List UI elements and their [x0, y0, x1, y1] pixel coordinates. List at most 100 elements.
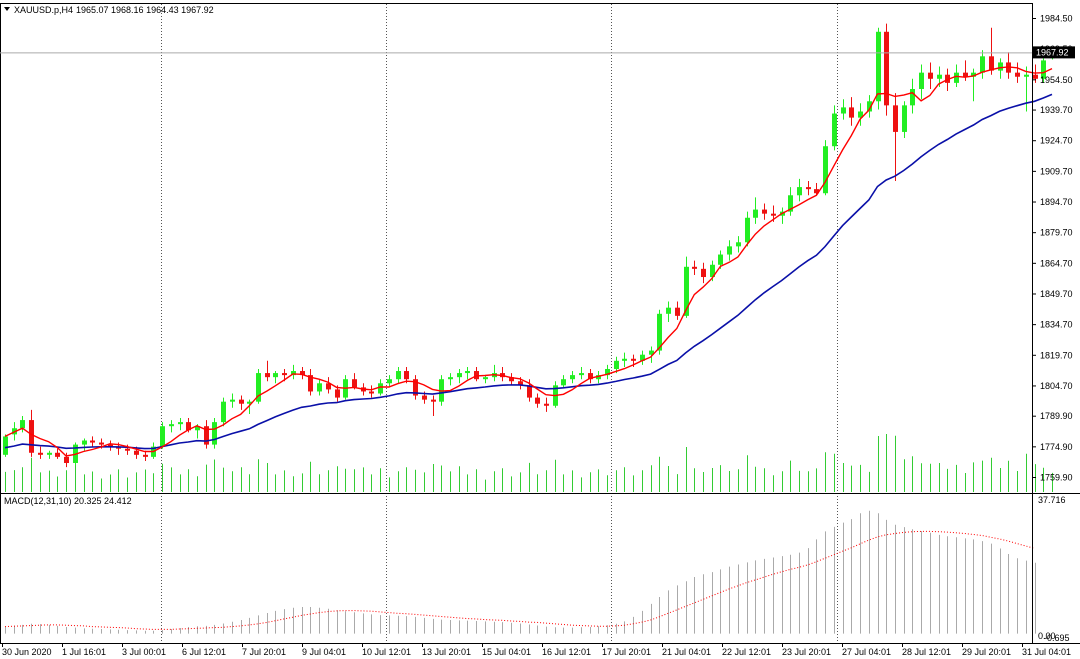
bullish-candle	[867, 101, 872, 112]
bullish-candle	[980, 56, 985, 73]
time-tick-label: 7 Jul 20:01	[242, 647, 286, 657]
price-tick-label: 1879.70	[1040, 228, 1073, 238]
bullish-candle	[823, 146, 828, 194]
time-tick-label: 31 Jul 04:01	[1022, 647, 1071, 657]
bullish-candle	[832, 113, 837, 147]
time-tick-label: 23 Jul 20:01	[782, 647, 831, 657]
bearish-candle	[474, 371, 479, 380]
price-tick-label: 1759.90	[1040, 473, 1073, 483]
bullish-candle	[160, 426, 165, 447]
time-tick-label: 16 Jul 12:01	[542, 647, 591, 657]
bearish-candle	[239, 399, 244, 404]
bearish-candle	[518, 381, 523, 386]
bearish-candle	[422, 395, 427, 400]
bullish-candle	[273, 373, 278, 378]
bearish-candle	[701, 268, 706, 278]
bullish-candle	[570, 375, 575, 380]
price-tick-label: 1924.70	[1040, 136, 1073, 146]
bullish-candle	[561, 379, 566, 386]
price-tick-label: 1789.90	[1040, 411, 1073, 421]
bullish-candle	[483, 377, 488, 380]
bearish-candle	[99, 442, 104, 445]
price-tick-label: 1894.70	[1040, 197, 1073, 207]
price-tick-label: 1834.70	[1040, 320, 1073, 330]
bearish-candle	[143, 454, 148, 457]
price-tick-label: 1864.70	[1040, 258, 1073, 268]
time-tick-label: 28 Jul 12:01	[902, 647, 951, 657]
bearish-candle	[335, 389, 340, 398]
bearish-candle	[893, 105, 898, 132]
bearish-candle	[125, 448, 130, 451]
bearish-candle	[588, 373, 593, 380]
bullish-candle	[457, 373, 462, 378]
bullish-candle	[841, 107, 846, 114]
bearish-candle	[675, 307, 680, 316]
bearish-candle	[771, 213, 776, 216]
bullish-candle	[256, 373, 261, 402]
bullish-candle	[640, 354, 645, 361]
bullish-candle	[20, 420, 25, 429]
bearish-candle	[282, 373, 287, 376]
time-tick-label: 13 Jul 20:01	[422, 647, 471, 657]
bullish-candle	[291, 371, 296, 376]
bearish-candle	[814, 189, 819, 194]
macd-axis-bottom: -0.695	[1044, 633, 1070, 643]
bearish-candle	[404, 371, 409, 380]
time-tick-label: 29 Jul 20:01	[962, 647, 1011, 657]
time-tick-label: 17 Jul 20:01	[602, 647, 651, 657]
bullish-candle	[937, 74, 942, 79]
macd-label: MACD(12,31,10) 20.325 24.412	[4, 496, 132, 506]
bullish-candle	[448, 377, 453, 380]
bearish-candle	[64, 456, 69, 463]
bearish-candle	[55, 452, 60, 457]
bearish-candle	[369, 391, 374, 394]
current-price-marker: 1967.92	[1033, 46, 1075, 59]
current-price-label: 1967.92	[1036, 47, 1069, 57]
bearish-candle	[300, 371, 305, 376]
fast-moving-average-line	[4, 66, 1053, 457]
price-tick-label: 1954.50	[1040, 75, 1073, 85]
bullish-candle	[657, 313, 662, 351]
bullish-candle	[614, 360, 619, 369]
bearish-candle	[1033, 74, 1038, 79]
bullish-candle	[3, 436, 8, 455]
slow-moving-average-line	[4, 93, 1053, 450]
bullish-candle	[178, 422, 183, 425]
time-axis: 30 Jun 2020 1 Jul 16:01 3 Jul 00:01 6 Jul 1…	[2, 643, 1071, 657]
macd-histogram	[4, 510, 1036, 634]
bullish-candle	[221, 401, 226, 423]
bearish-candle	[884, 31, 889, 106]
bearish-candle	[90, 440, 95, 443]
bearish-candle	[535, 397, 540, 404]
price-tick-label: 1909.70	[1040, 166, 1073, 176]
time-tick-label: 9 Jul 04:01	[302, 647, 346, 657]
dropdown-triangle-icon[interactable]	[4, 7, 10, 11]
bullish-candle	[727, 246, 732, 255]
price-tick-label: 1939.70	[1040, 105, 1073, 115]
bearish-candle	[762, 209, 767, 214]
bearish-candle	[38, 452, 43, 455]
bullish-candle	[387, 379, 392, 384]
bullish-candle	[47, 452, 52, 455]
bullish-candle	[317, 383, 322, 392]
bearish-candle	[509, 377, 514, 382]
bearish-candle	[134, 450, 139, 455]
bearish-candle	[527, 385, 532, 398]
bearish-candle	[204, 426, 209, 445]
macd-axis-top: 37.716	[1038, 495, 1066, 505]
bullish-candle	[605, 368, 610, 376]
bullish-candle	[998, 62, 1003, 71]
ohlc-label: 1965.07 1968.16 1964.43 1967.92	[76, 5, 214, 15]
bullish-candle	[718, 254, 723, 265]
bullish-candle	[82, 440, 87, 445]
bearish-candle	[308, 375, 313, 392]
bullish-candle	[910, 89, 915, 106]
bearish-candle	[806, 187, 811, 190]
time-tick-label: 6 Jul 12:01	[182, 647, 226, 657]
bullish-candle	[753, 209, 758, 218]
bullish-candle	[596, 375, 601, 380]
chart-frame	[0, 3, 1080, 644]
price-tick-label: 1984.50	[1040, 14, 1073, 24]
bullish-candle	[622, 358, 627, 361]
